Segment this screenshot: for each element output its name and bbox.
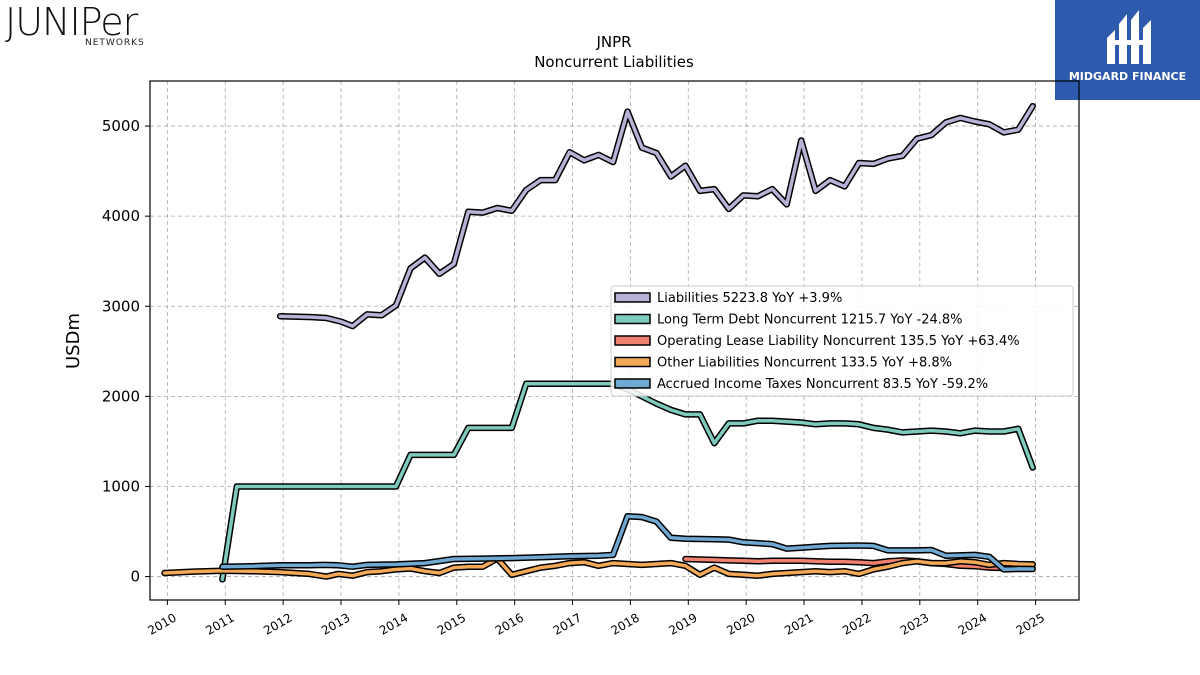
x-tick-label: 2020 xyxy=(724,610,757,637)
x-tick-label: 2018 xyxy=(608,610,641,637)
legend-swatch xyxy=(614,292,651,303)
y-tick-label: 3000 xyxy=(102,297,140,315)
legend-label: Other Liabilities Noncurrent 133.5 YoY +… xyxy=(657,356,952,371)
x-tick-label: 2011 xyxy=(203,610,236,637)
chart-subtitle: Noncurrent Liabilities xyxy=(534,53,694,71)
series-line xyxy=(162,556,1035,579)
x-tick-label: 2010 xyxy=(145,610,178,637)
series-line xyxy=(220,514,1035,572)
y-tick-label: 2000 xyxy=(102,387,140,405)
legend-label: Operating Lease Liability Noncurrent 135… xyxy=(657,334,1020,349)
x-tick-label: 2025 xyxy=(1014,610,1047,637)
y-axis: 0 1000 2000 3000 4000 5000 xyxy=(102,117,150,586)
x-tick-label: 2023 xyxy=(898,610,931,637)
chart-title: JNPR xyxy=(595,33,631,51)
x-tick-label: 2016 xyxy=(493,610,526,637)
x-tick-label: 2014 xyxy=(377,610,410,637)
legend-label: Liabilities 5223.8 YoY +3.9% xyxy=(657,291,842,306)
juniper-logo: JUNIPer NETWORKS xyxy=(5,2,165,48)
x-tick-label: 2012 xyxy=(261,610,294,637)
x-tick-label: 2015 xyxy=(435,610,468,637)
legend-box xyxy=(610,285,1074,397)
legend: Liabilities 5223.8 YoY +3.9% Long Term De… xyxy=(610,285,1074,397)
midgard-mark-icon xyxy=(1107,10,1151,64)
legend-swatch xyxy=(614,378,651,389)
legend-label: Long Term Debt Noncurrent 1215.7 YoY -24… xyxy=(657,313,963,328)
x-tick-label: 2022 xyxy=(840,610,873,637)
series-line xyxy=(683,557,1035,570)
series-line xyxy=(278,104,1035,328)
midgard-logo-name: MIDGARD FINANCE xyxy=(1068,70,1187,83)
y-axis-label: USDm xyxy=(63,313,84,369)
juniper-logo-word: JUNIPer xyxy=(5,0,138,44)
legend-swatch xyxy=(614,313,651,325)
x-tick-label: 2017 xyxy=(551,610,584,637)
plot-frame xyxy=(149,80,1080,601)
x-tick-label: 2019 xyxy=(666,610,699,637)
y-tick-label: 1000 xyxy=(102,477,140,495)
x-axis: 2010 2011 2012 2013 2014 2015 2016 2017 2018 2019… xyxy=(145,600,1047,638)
legend-swatch xyxy=(614,335,651,346)
x-tick-label: 2021 xyxy=(782,610,815,637)
legend-label: Accrued Income Taxes Noncurrent 83.5 YoY… xyxy=(657,377,988,392)
y-tick-label: 0 xyxy=(130,568,140,586)
juniper-logo-sub: NETWORKS xyxy=(85,38,145,48)
legend-swatch xyxy=(614,356,651,368)
y-tick-label: 5000 xyxy=(102,117,140,135)
x-tick-label: 2013 xyxy=(319,610,352,637)
y-tick-label: 4000 xyxy=(102,207,140,225)
x-tick-label: 2024 xyxy=(956,610,989,637)
